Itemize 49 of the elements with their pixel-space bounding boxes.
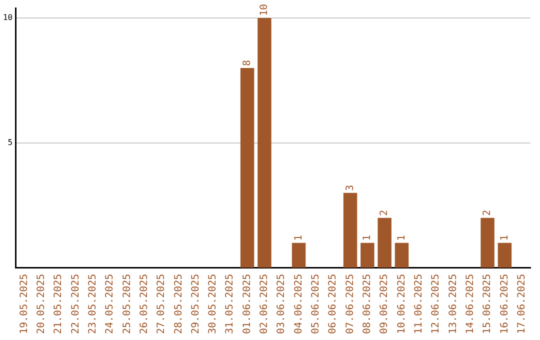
x-tick-label: 22.05.2025 — [70, 274, 82, 334]
bar — [498, 242, 512, 268]
y-tick-label: 5 — [8, 138, 13, 147]
x-tick-label: 13.06.2025 — [448, 274, 459, 334]
x-tick-label: 29.05.2025 — [190, 274, 202, 334]
data-label: 1 — [396, 234, 408, 241]
x-tick-label: 09.06.2025 — [379, 274, 390, 334]
x-tick-label: 26.05.2025 — [138, 274, 150, 334]
data-label: 3 — [344, 184, 356, 191]
data-label: 2 — [379, 210, 390, 216]
data-label: 1 — [362, 234, 374, 241]
x-tick-label: 31.05.2025 — [224, 274, 236, 334]
data-label: 1 — [499, 234, 510, 241]
x-tick-label: 19.05.2025 — [18, 274, 30, 334]
x-tick-label: 02.06.2025 — [259, 274, 270, 334]
x-tick-label: 15.06.2025 — [482, 274, 494, 334]
x-tick-label: 27.05.2025 — [156, 274, 168, 334]
bar — [360, 242, 374, 268]
bar — [343, 192, 358, 268]
x-tick-label: 06.06.2025 — [328, 274, 339, 334]
x-tick-label: 14.06.2025 — [464, 274, 476, 334]
data-label: 1 — [293, 234, 304, 241]
x-tick-label: 28.05.2025 — [173, 274, 184, 334]
x-tick-label: 25.05.2025 — [122, 274, 133, 334]
bar — [480, 218, 494, 268]
x-tick-label: 16.06.2025 — [499, 274, 510, 334]
x-tick-label: 12.06.2025 — [430, 274, 442, 334]
x-tick-label: 20.05.2025 — [36, 274, 47, 334]
x-tick-label: 04.06.2025 — [293, 274, 304, 334]
x-tick-label: 08.06.2025 — [362, 274, 374, 334]
x-tick-label: 11.06.2025 — [414, 274, 424, 334]
x-tick-label: 01.06.2025 — [242, 274, 253, 334]
bar — [292, 242, 306, 268]
bar — [258, 18, 272, 268]
data-label: 10 — [259, 4, 270, 16]
x-tick-label: 03.06.2025 — [276, 274, 288, 334]
bar — [240, 68, 254, 268]
bar — [378, 218, 392, 268]
data-label: 2 — [482, 210, 494, 216]
x-tick-label: 23.05.2025 — [87, 274, 98, 334]
x-tick-label: 10.06.2025 — [396, 274, 408, 334]
x-tick-label: 07.06.2025 — [344, 274, 356, 334]
data-label: 8 — [242, 60, 253, 66]
x-tick-label: 17.06.2025 — [516, 274, 528, 334]
x-tick-label: 30.05.2025 — [208, 274, 219, 334]
x-tick-label: 05.06.2025 — [310, 274, 322, 334]
bar — [394, 242, 409, 268]
x-tick-label: 24.05.2025 — [104, 274, 116, 334]
x-tick-label: 21.05.2025 — [53, 274, 64, 334]
